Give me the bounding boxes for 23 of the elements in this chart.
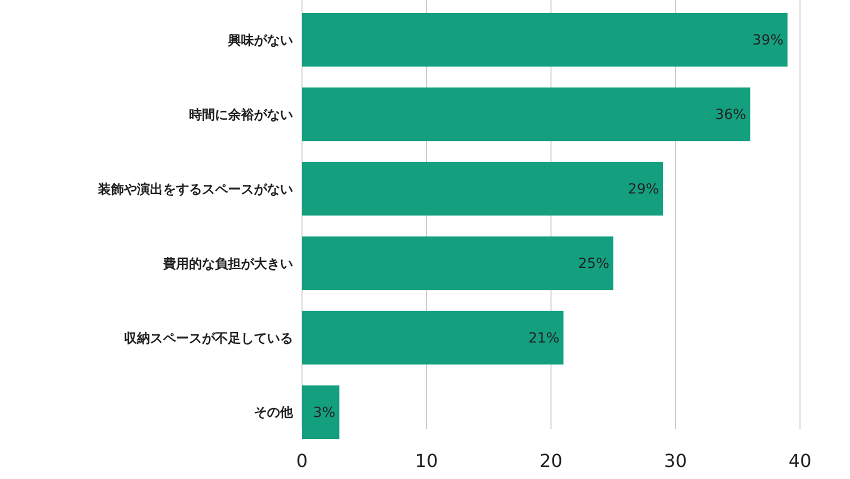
x-tick-label: 40 xyxy=(788,451,812,472)
data-label: 39% xyxy=(752,32,784,49)
y-tick-label: その他 xyxy=(254,406,294,421)
y-tick-label: 収納スペースが不足している xyxy=(124,331,293,346)
y-tick-label: 費用的な負担が大きい xyxy=(162,256,293,272)
bar xyxy=(302,87,750,142)
bar xyxy=(302,13,788,67)
data-label: 3% xyxy=(313,405,336,422)
y-tick-label: 興味がない xyxy=(227,33,293,48)
x-tick-label: 0 xyxy=(296,451,308,472)
x-tick-label: 30 xyxy=(664,451,687,472)
y-tick-label: 時間に余裕がない xyxy=(189,106,293,123)
bar xyxy=(302,310,564,365)
data-label: 29% xyxy=(628,182,660,198)
bar xyxy=(302,236,614,290)
y-tick-label: 装飾や演出をするスペースがない xyxy=(97,181,293,198)
x-tick-label: 10 xyxy=(415,451,438,472)
bar xyxy=(302,162,664,216)
data-label: 21% xyxy=(528,330,560,347)
x-tick-label: 20 xyxy=(540,451,562,472)
bar xyxy=(302,385,340,439)
data-label: 36% xyxy=(715,107,746,124)
data-label: 25% xyxy=(578,256,610,272)
